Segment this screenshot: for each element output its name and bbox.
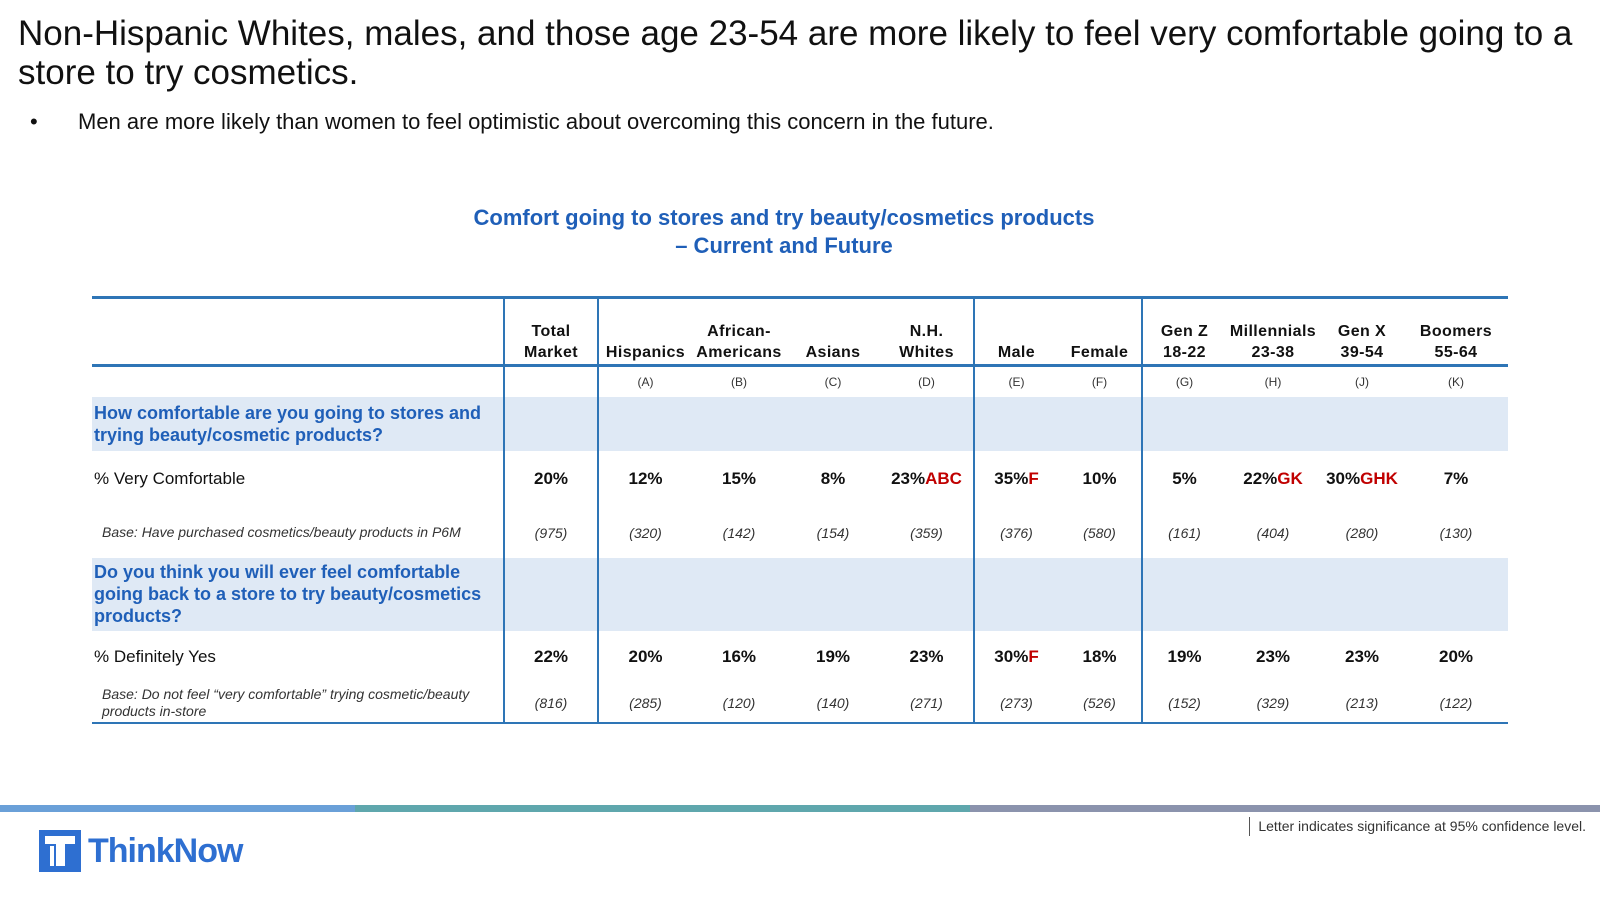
base-cell: (142) [722, 524, 756, 541]
value-cell: 10% [1058, 451, 1143, 507]
metric-row-definitely-yes: % Definitely Yes 22% 20% 16% 19% 23% 30%… [92, 631, 1508, 683]
column-letter: (D) [880, 365, 975, 397]
question-row-2: Do you think you will ever feel comforta… [92, 558, 1508, 631]
base-cell: (285) [598, 683, 692, 724]
value-cell: 22%GK [1243, 469, 1303, 488]
value-cell: 20% [504, 451, 599, 507]
value-cell: 23%ABC [880, 451, 975, 507]
base-cell: (122) [1404, 683, 1508, 724]
base-label: Base: Have purchased cosmetics/beauty pr… [92, 507, 505, 558]
question-text: How comfortable are you going to stores … [92, 397, 505, 451]
column-letter: (G) [1175, 375, 1194, 389]
base-cell: (130) [1439, 524, 1473, 541]
comfort-data-table: Total Market Hispanics African- Americans … [92, 296, 1508, 724]
base-cell: (975) [504, 507, 599, 558]
value-cell: 20% [628, 647, 663, 666]
col-header-nh-whites: N.H. Whites [880, 296, 975, 367]
value-cell: 22% [504, 631, 599, 683]
value-cell: 20% [1438, 647, 1474, 666]
base-cell: (280) [1345, 524, 1379, 541]
base-cell: (580) [1058, 507, 1143, 558]
base-cell: (154) [816, 524, 850, 541]
column-letter: (H) [1264, 375, 1282, 389]
value-cell: 8% [820, 469, 846, 488]
bullet-icon: • [30, 109, 38, 134]
base-cell: (526) [1058, 683, 1143, 724]
question-row-1: How comfortable are you going to stores … [92, 397, 1508, 451]
value-cell: 19% [815, 647, 851, 666]
base-cell: (120) [692, 683, 786, 724]
value-cell: 30%GHK [1326, 469, 1398, 488]
col-header-gen-z: Gen Z 18-22 [1142, 296, 1226, 367]
base-cell: (271) [880, 683, 975, 724]
col-header-total: Total Market [504, 296, 599, 367]
metric-label: % Very Comfortable [92, 451, 505, 507]
base-label: Base: Do not feel “very comfortable” try… [92, 683, 505, 724]
metric-label: % Definitely Yes [92, 631, 505, 683]
value-cell: 30%F [994, 647, 1039, 666]
value-cell: 16% [721, 647, 757, 666]
value-cell: 19% [1167, 647, 1202, 666]
base-cell: (213) [1320, 683, 1404, 724]
base-cell: (404) [1256, 524, 1290, 541]
table-title-line-2: – Current and Future [675, 233, 893, 258]
value-cell: 23% [1255, 647, 1291, 666]
col-header-asians: Asians [786, 296, 880, 367]
column-letter: (B) [731, 375, 747, 389]
base-cell: (816) [504, 683, 599, 724]
base-row-2: Base: Do not feel “very comfortable” try… [92, 683, 1508, 724]
base-cell: (152) [1142, 683, 1226, 724]
col-header-millennials: Millennials 23-38 [1226, 296, 1320, 367]
column-letters-row: (A) (B) (C) (D) (E) (F) (G) (H) (J) (K) [92, 365, 1508, 397]
base-cell: (376) [1000, 524, 1033, 541]
base-cell: (329) [1226, 683, 1320, 724]
value-cell: 15% [721, 469, 757, 488]
base-cell: (140) [786, 683, 880, 724]
thinknow-logo-icon [39, 830, 81, 872]
thinknow-logo: ThinkNow [39, 830, 243, 872]
logo-text: ThinkNow [88, 831, 243, 870]
metric-row-very-comfortable: % Very Comfortable 20% 12% 15% 8% 23%ABC… [92, 451, 1508, 507]
col-header-african-americans: African- Americans [692, 296, 786, 367]
column-letter: (C) [824, 375, 842, 389]
value-cell: 23% [880, 631, 975, 683]
base-row-1: Base: Have purchased cosmetics/beauty pr… [92, 507, 1508, 558]
base-cell: (273) [974, 683, 1058, 724]
column-letter: (K) [1448, 375, 1464, 389]
footer-divider-bar [0, 805, 1600, 812]
value-cell: 23% [1344, 647, 1380, 666]
table-title-line-1: Comfort going to stores and try beauty/c… [473, 205, 1095, 230]
slide-headline: Non-Hispanic Whites, males, and those ag… [18, 14, 1573, 92]
base-cell: (320) [629, 524, 662, 541]
col-header-hispanics: Hispanics [598, 296, 692, 367]
column-letter [504, 365, 599, 397]
column-letter: (A) [637, 375, 654, 389]
bullet-point: • Men are more likely than women to feel… [30, 109, 994, 135]
column-letter: (F) [1058, 365, 1143, 397]
column-letter: (E) [1008, 375, 1025, 389]
value-cell: 7% [1443, 469, 1469, 488]
col-header-boomers: Boomers 55-64 [1404, 296, 1508, 367]
value-cell: 12% [628, 469, 663, 488]
base-cell: (161) [1168, 524, 1201, 541]
bullet-text: Men are more likely than women to feel o… [78, 109, 994, 134]
value-cell: 18% [1058, 631, 1143, 683]
significance-note: Letter indicates significance at 95% con… [1249, 817, 1586, 836]
column-letter: (J) [1355, 375, 1369, 389]
col-header-gen-x: Gen X 39-54 [1320, 296, 1404, 367]
table-header-row: Total Market Hispanics African- Americans … [92, 296, 1508, 367]
value-cell: 5% [1172, 469, 1197, 488]
value-cell: 35%F [994, 469, 1039, 488]
base-cell: (359) [880, 507, 975, 558]
col-header-female: Female [1058, 296, 1143, 367]
question-text: Do you think you will ever feel comforta… [92, 558, 505, 631]
col-header-male: Male [974, 296, 1058, 367]
table-title: Comfort going to stores and try beauty/c… [90, 204, 1478, 260]
header-corner [92, 296, 505, 367]
